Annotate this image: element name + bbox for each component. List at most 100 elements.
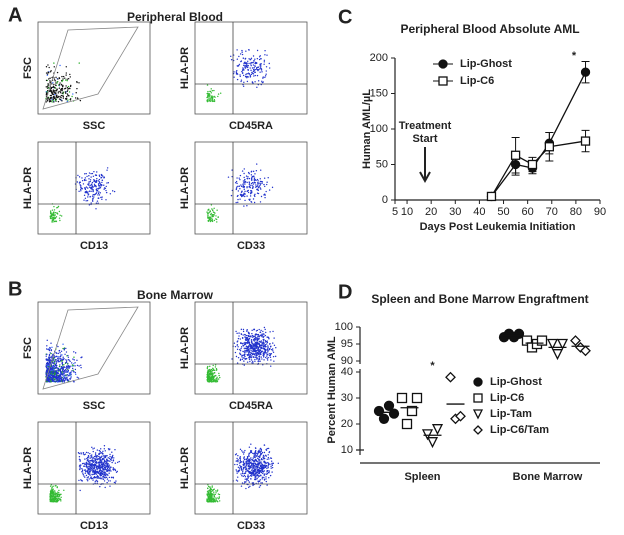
event-dot	[89, 179, 92, 181]
event-dot	[94, 471, 97, 474]
event-dot	[47, 64, 49, 66]
event-dot	[238, 185, 241, 187]
event-dot	[52, 85, 55, 88]
y-tick-label: 40	[341, 366, 353, 378]
event-dot	[260, 469, 262, 472]
event-dot	[268, 189, 271, 191]
event-dot	[55, 363, 58, 365]
event-dot	[96, 481, 99, 483]
event-dot	[245, 334, 248, 337]
event-dot	[269, 474, 272, 477]
event-dot	[49, 376, 52, 379]
marker	[431, 424, 444, 436]
event-dot	[240, 346, 243, 348]
event-dot	[244, 57, 247, 60]
event-dot	[92, 473, 95, 475]
event-dot	[246, 64, 248, 66]
event-dot	[210, 212, 212, 215]
event-dot	[215, 498, 218, 500]
event-dot	[105, 469, 107, 471]
event-dot	[245, 463, 248, 465]
event-dot	[81, 177, 83, 179]
event-dot	[267, 347, 269, 350]
event-dot	[252, 183, 255, 185]
event-dot	[115, 480, 117, 482]
event-dot	[87, 472, 89, 474]
event-dot	[250, 58, 252, 61]
event-dot	[63, 364, 65, 366]
event-dot	[88, 467, 90, 470]
event-dot	[59, 360, 61, 363]
event-dot	[103, 448, 106, 450]
event-dot	[243, 193, 245, 195]
event-dot	[254, 336, 256, 338]
event-dot	[271, 462, 273, 465]
event-dot	[213, 491, 215, 493]
event-dot	[206, 367, 209, 370]
event-dot	[59, 375, 61, 378]
event-dot	[64, 91, 67, 93]
event-dot	[62, 369, 65, 371]
event-dot	[239, 464, 241, 467]
event-dot	[272, 351, 275, 353]
event-dot	[238, 177, 240, 179]
event-dot	[244, 336, 246, 338]
event-dot	[242, 344, 244, 347]
event-dot	[96, 177, 98, 180]
event-dot	[97, 192, 100, 195]
event-dot	[236, 344, 239, 346]
y-tick-label: 200	[370, 52, 388, 64]
event-dot	[247, 341, 249, 344]
event-dot	[259, 453, 262, 455]
event-dot	[256, 457, 259, 460]
axis-label: HLA-DR	[22, 447, 34, 489]
event-dot	[105, 185, 107, 188]
event-dot	[246, 178, 249, 180]
event-dot	[92, 190, 94, 192]
event-dot	[64, 77, 66, 79]
event-dot	[251, 334, 254, 337]
event-dot	[109, 468, 111, 470]
event-dot	[63, 373, 65, 375]
event-dot	[240, 461, 243, 463]
annotation: Start	[412, 133, 437, 145]
event-dot	[243, 188, 245, 191]
x-axis-label: Days Post Leukemia Initiation	[420, 221, 576, 233]
event-dot	[50, 356, 52, 358]
event-dot	[250, 339, 253, 341]
event-dot	[248, 358, 251, 360]
event-dot	[69, 366, 71, 368]
event-dot	[48, 349, 51, 351]
event-dot	[87, 476, 90, 478]
event-dot	[80, 452, 82, 454]
event-dot	[83, 178, 86, 181]
event-dot	[244, 181, 246, 184]
event-dot	[264, 346, 266, 348]
event-dot	[89, 474, 91, 476]
event-dot	[67, 379, 70, 381]
event-dot	[255, 330, 258, 332]
event-dot	[48, 360, 50, 362]
event-dot	[267, 349, 269, 352]
event-dot	[235, 71, 237, 73]
event-dot	[254, 339, 257, 341]
event-dot	[275, 346, 277, 349]
event-dot	[91, 460, 93, 462]
event-dot	[101, 181, 103, 184]
event-dot	[236, 362, 239, 364]
event-dot	[208, 376, 211, 378]
event-dot	[252, 362, 254, 364]
event-dot	[262, 77, 264, 79]
event-dot	[213, 372, 216, 374]
event-dot	[84, 476, 86, 478]
event-dot	[55, 352, 57, 354]
event-dot	[248, 334, 250, 337]
significance: *	[430, 360, 435, 372]
event-dot	[208, 378, 211, 381]
event-dot	[48, 66, 50, 69]
event-dot	[86, 175, 88, 178]
event-dot	[101, 477, 103, 479]
event-dot	[92, 450, 94, 453]
event-dot	[97, 194, 99, 196]
event-dot	[263, 326, 266, 329]
